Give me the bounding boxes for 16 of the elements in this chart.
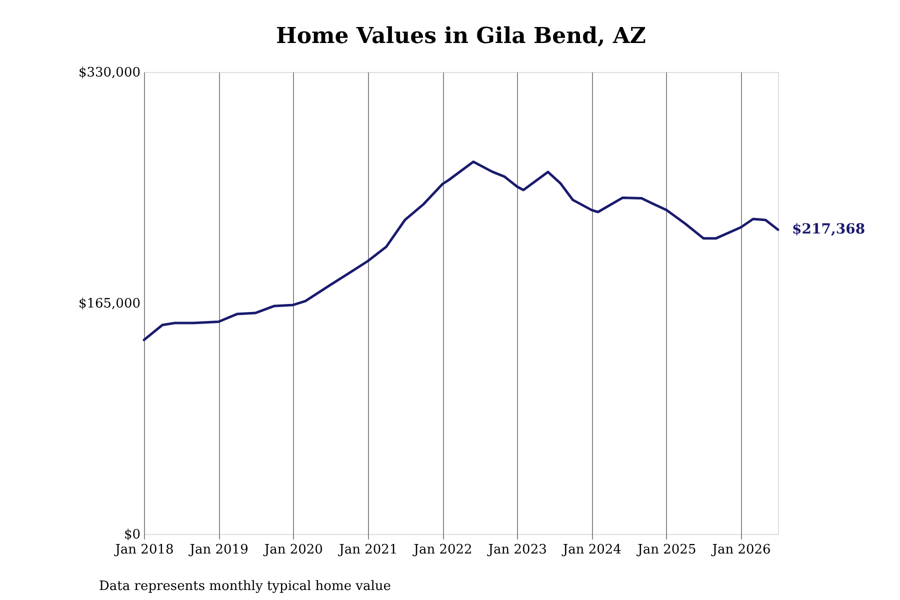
y-tick-label: $165,000 [78,296,140,312]
text: Data represents monthly typical home value [99,579,392,594]
x-tick-label: Jan 2025 [636,542,696,558]
y-tick-label: $330,000 [78,66,140,80]
y-tick-label: $0 [124,528,140,542]
x-tick-label: Jan 2024 [560,542,622,558]
x-tick-label: Jan 2022 [412,542,472,558]
chart-title: Home Values in Gila Bend, AZ [276,23,646,49]
annotation: $217,368 [792,222,866,238]
x-tick-label: Jan 2020 [262,542,323,558]
x-tick-label: Jan 2026 [710,542,771,558]
x-tick-label: Jan 2023 [486,542,547,558]
x-tick-label: Jan 2021 [337,542,398,558]
x-tick-label: Jan 2019 [188,542,248,558]
x-tick-label: Jan 2018 [113,542,174,558]
line-series [142,160,780,342]
